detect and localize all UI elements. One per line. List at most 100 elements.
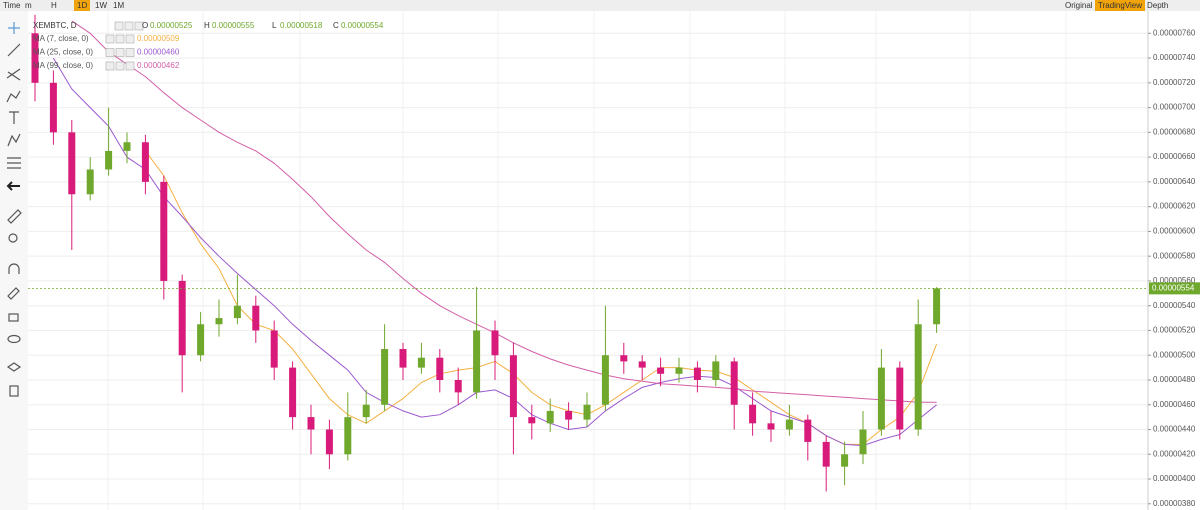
y-tick-label: 0.00000560	[1153, 276, 1196, 285]
ma-legend-value: 0.00000462	[137, 61, 180, 70]
lock-icon[interactable]	[8, 313, 19, 322]
ohlc-key: O	[142, 21, 148, 30]
candle-body	[123, 142, 131, 151]
candle-body	[105, 150, 113, 170]
toolbar-item[interactable]: H	[51, 1, 57, 10]
legend-button	[115, 48, 125, 57]
price-label: 0.00000554	[1152, 283, 1195, 292]
ma-legend-name: MA (99, close, 0)	[33, 61, 93, 70]
toolbar-item[interactable]: Original	[1065, 1, 1093, 10]
candle-body	[381, 349, 389, 405]
legend-button	[125, 34, 135, 44]
legend-button	[115, 34, 125, 44]
candle-body	[362, 404, 370, 418]
y-tick-label: 0.00000540	[1153, 301, 1196, 310]
candle-body	[399, 349, 407, 368]
layers-icon[interactable]	[6, 362, 22, 372]
candle-body	[675, 367, 683, 374]
vertical-grid	[107, 11, 1067, 510]
legend-button	[105, 48, 115, 57]
crosshair-icon[interactable]	[8, 22, 20, 34]
ma-line	[71, 20, 937, 403]
candle-body	[804, 419, 812, 442]
trash-icon[interactable]	[9, 385, 19, 397]
pattern-icon[interactable]	[7, 133, 21, 147]
ohlc-value: 0.00000555	[212, 21, 255, 30]
zoom-icon[interactable]	[8, 233, 18, 243]
candle-body	[68, 132, 76, 195]
text-icon[interactable]	[9, 111, 19, 124]
candle-body	[491, 330, 499, 356]
ruler-icon[interactable]	[7, 209, 22, 224]
y-tick-label: 0.00000500	[1153, 350, 1196, 359]
y-tick-label: 0.00000620	[1153, 202, 1196, 211]
ma-legend-value: 0.00000460	[137, 48, 180, 57]
symbol-label: XEMBTC, D	[33, 21, 77, 30]
toolbar-item[interactable]: m	[25, 1, 32, 10]
legend-button	[124, 21, 134, 31]
lock-draw-icon[interactable]	[7, 287, 20, 300]
candle-body	[473, 330, 481, 393]
magnet-icon[interactable]	[8, 263, 20, 274]
candle-body	[31, 33, 39, 83]
ohlc-key: L	[272, 21, 277, 30]
left-toolbar	[0, 11, 28, 510]
candle-body	[896, 367, 904, 430]
price-axis	[1148, 11, 1200, 510]
candle-body	[712, 361, 720, 380]
candle-body	[289, 367, 297, 418]
candle-body	[933, 288, 941, 325]
toolbar-item[interactable]: Depth	[1147, 1, 1169, 10]
candle-body	[178, 280, 186, 356]
y-tick-label: 0.00000580	[1153, 251, 1196, 260]
toolbar-item[interactable]: 1W	[95, 1, 107, 10]
candle-body	[767, 423, 775, 430]
y-tick-label: 0.00000700	[1153, 103, 1196, 112]
trend-line-icon[interactable]	[7, 43, 21, 57]
candle-body	[454, 379, 462, 393]
candle-body	[509, 355, 517, 418]
tool-icons	[6, 22, 22, 397]
candle-body	[160, 181, 168, 281]
y-tick-label: 0.00000520	[1153, 326, 1196, 335]
candle-body	[141, 142, 149, 182]
candle-body	[822, 441, 830, 467]
toolbar-item[interactable]: 1D	[74, 0, 91, 11]
candle-body	[528, 417, 536, 424]
candle-body	[233, 305, 241, 319]
y-tick-label: 0.00000760	[1153, 28, 1196, 37]
candle-body	[620, 355, 628, 362]
visibility-icon[interactable]	[7, 334, 21, 344]
prediction-icon[interactable]	[7, 157, 21, 169]
candle-body	[841, 454, 849, 467]
candle-body	[252, 305, 260, 331]
candle-body	[877, 367, 885, 430]
candle-body	[914, 324, 922, 430]
candle-body	[546, 410, 554, 424]
toolbar-item[interactable]: TradingView	[1095, 0, 1146, 11]
y-tick-label: 0.00000480	[1153, 375, 1196, 384]
ma-legend-name: MA (25, close, 0)	[33, 48, 93, 57]
candle-body	[215, 318, 223, 325]
legend-button	[125, 61, 135, 71]
ohlc-value: 0.00000518	[280, 21, 323, 30]
toolbar-item[interactable]: 1M	[113, 1, 125, 10]
ohlc-key: H	[204, 21, 210, 30]
fib-icon[interactable]	[6, 68, 21, 81]
candle-body	[693, 367, 701, 380]
candle-body	[730, 361, 738, 405]
back-icon[interactable]	[6, 181, 20, 191]
ma-legend-name: MA (7, close, 0)	[33, 34, 89, 43]
ohlc-value: 0.00000554	[341, 21, 384, 30]
candle-body	[601, 355, 609, 405]
brush-icon[interactable]	[6, 90, 21, 103]
y-tick-label: 0.00000400	[1153, 474, 1196, 483]
candle-body	[86, 169, 94, 195]
ohlc-value: 0.00000525	[150, 21, 193, 30]
y-tick-label: 0.00000680	[1153, 127, 1196, 136]
candle-body	[583, 404, 591, 420]
legend-button	[105, 34, 115, 44]
legend-button	[105, 61, 115, 71]
